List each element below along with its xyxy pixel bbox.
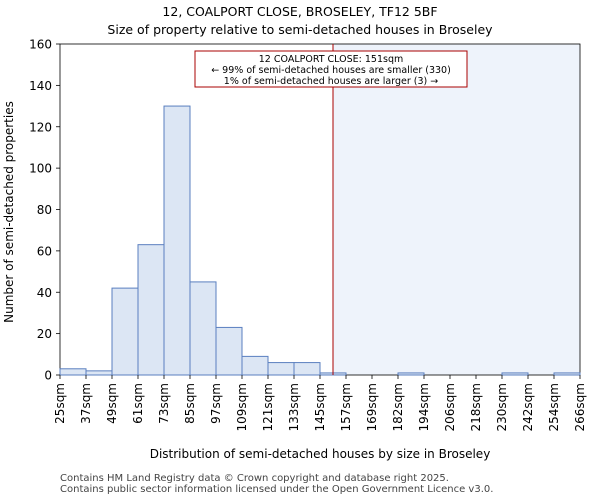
- bar-85sqm: [189, 281, 217, 376]
- bar-254sqm: [553, 372, 581, 376]
- bar-109sqm: [241, 355, 269, 376]
- y-tick-label: 160: [29, 38, 52, 52]
- footer-line-2: Contains public sector information licen…: [60, 484, 494, 495]
- x-tick-label-133sqm: 133sqm: [287, 383, 301, 431]
- annotation-line-1: 12 COALPORT CLOSE: 151sqm: [259, 54, 403, 65]
- x-tick-label-157sqm: 157sqm: [339, 383, 353, 431]
- y-tick-label: 80: [37, 203, 52, 217]
- y-tick-label: 100: [29, 162, 52, 176]
- bar-49sqm: [111, 287, 139, 376]
- y-tick-label: 0: [44, 369, 52, 383]
- bar-182sqm: [397, 372, 425, 376]
- x-tick-label-109sqm: 109sqm: [235, 383, 249, 431]
- y-tick-label: 120: [29, 120, 52, 134]
- bar-25sqm: [59, 368, 87, 376]
- x-tick-label-206sqm: 206sqm: [443, 383, 457, 431]
- footer-line-1: Contains HM Land Registry data © Crown c…: [60, 473, 449, 484]
- x-tick-label-145sqm: 145sqm: [313, 383, 327, 431]
- y-tick-label: 60: [37, 244, 52, 258]
- plot-area: 0 20 40 60 80 100 120 140 160 25sqm 37sqm 49sqm 61sq…: [29, 38, 587, 432]
- x-tick-label-218sqm: 218sqm: [469, 383, 483, 431]
- y-tick-label: 40: [37, 286, 52, 300]
- annotation-line-3: 1% of semi-detached houses are larger (3…: [224, 76, 438, 87]
- bar-97sqm: [215, 326, 243, 376]
- x-tick-label-85sqm: 85sqm: [183, 383, 197, 424]
- x-tick-label-73sqm: 73sqm: [157, 383, 171, 424]
- x-tick-label-121sqm: 121sqm: [261, 383, 275, 431]
- bar-230sqm: [501, 372, 529, 376]
- x-tick-label-182sqm: 182sqm: [391, 383, 405, 431]
- x-tick-label-242sqm: 242sqm: [521, 383, 535, 431]
- bar-73sqm: [163, 105, 191, 376]
- x-tick-label-266sqm: 266sqm: [573, 383, 587, 431]
- bar-133sqm: [293, 362, 321, 376]
- x-tick-label-61sqm: 61sqm: [131, 383, 145, 424]
- y-tick-label: 20: [37, 327, 52, 341]
- bar-37sqm: [85, 370, 113, 376]
- annotation-line-2: ← 99% of semi-detached houses are smalle…: [211, 65, 451, 76]
- bar-121sqm: [267, 362, 295, 376]
- annotation-box: [194, 50, 468, 88]
- x-tick-label-194sqm: 194sqm: [417, 383, 431, 431]
- larger-region-shade: [333, 44, 580, 375]
- footer: Contains HM Land Registry data © Crown c…: [60, 473, 493, 495]
- x-tick-label-37sqm: 37sqm: [79, 383, 93, 424]
- chart-subtitle: Size of property relative to semi-detach…: [107, 22, 493, 37]
- x-tick-label-169sqm: 169sqm: [365, 383, 379, 431]
- x-tick-label-230sqm: 230sqm: [495, 383, 509, 431]
- x-axis-label: Distribution of semi-detached houses by …: [150, 447, 491, 461]
- x-tick-label-25sqm: 25sqm: [53, 383, 67, 424]
- x-tick-label-97sqm: 97sqm: [209, 383, 223, 424]
- x-tick-label-49sqm: 49sqm: [105, 383, 119, 424]
- bar-61sqm: [137, 244, 165, 376]
- x-tick-label-254sqm: 254sqm: [547, 383, 561, 431]
- y-axis-label: Number of semi-detached properties: [2, 101, 16, 323]
- y-tick-label: 140: [29, 79, 52, 93]
- chart-title: 12, COALPORT CLOSE, BROSELEY, TF12 5BF: [162, 4, 437, 19]
